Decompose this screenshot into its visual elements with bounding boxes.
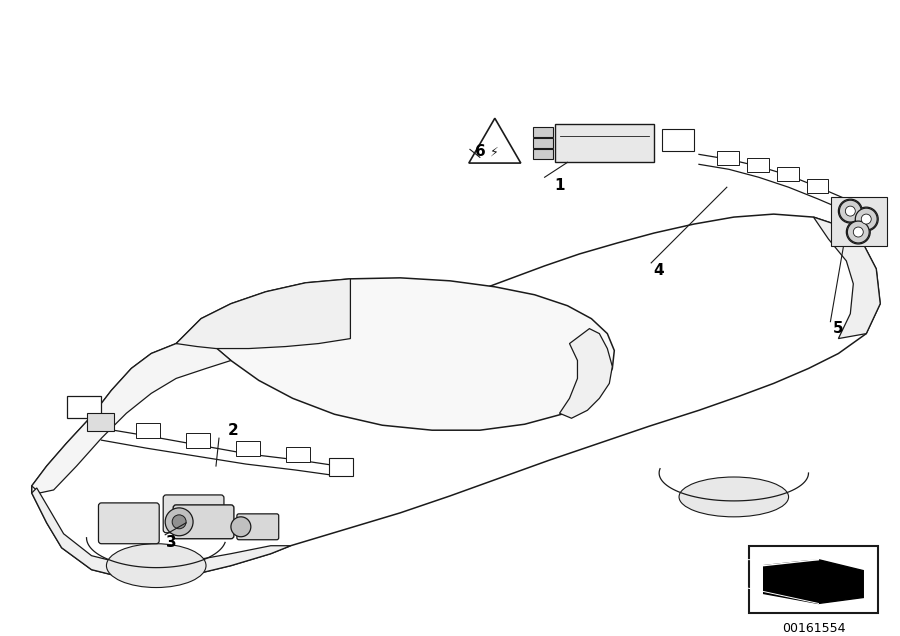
FancyBboxPatch shape [717,151,739,165]
Circle shape [839,199,862,223]
Circle shape [860,213,872,225]
Circle shape [231,517,251,537]
Circle shape [845,206,855,216]
FancyBboxPatch shape [86,413,114,431]
Circle shape [844,205,856,217]
Polygon shape [469,118,521,163]
Text: 3: 3 [166,536,176,550]
Ellipse shape [679,477,788,517]
Text: 4: 4 [653,263,664,279]
FancyBboxPatch shape [832,197,887,246]
FancyBboxPatch shape [806,179,828,193]
Text: 00161554: 00161554 [782,622,845,635]
Polygon shape [176,279,350,349]
Circle shape [840,200,861,222]
FancyBboxPatch shape [173,505,234,539]
Circle shape [846,220,870,244]
FancyBboxPatch shape [533,149,553,160]
Text: 6: 6 [474,144,485,159]
FancyBboxPatch shape [285,447,310,462]
FancyBboxPatch shape [236,441,260,456]
Text: 2: 2 [228,423,238,438]
Text: 5: 5 [833,321,843,336]
FancyBboxPatch shape [662,130,694,151]
FancyBboxPatch shape [136,423,160,438]
FancyBboxPatch shape [98,503,159,544]
FancyBboxPatch shape [747,158,769,172]
FancyBboxPatch shape [67,396,102,418]
Polygon shape [32,342,231,493]
Polygon shape [764,560,863,604]
Circle shape [166,508,194,536]
Circle shape [853,227,863,237]
FancyBboxPatch shape [749,546,878,614]
Polygon shape [176,278,615,430]
Text: 1: 1 [554,177,565,193]
Text: ⚡: ⚡ [491,146,500,159]
FancyBboxPatch shape [237,514,279,540]
Circle shape [861,214,871,224]
Polygon shape [560,329,612,418]
FancyBboxPatch shape [533,127,553,137]
FancyBboxPatch shape [533,139,553,148]
FancyBboxPatch shape [186,433,210,448]
Ellipse shape [106,544,206,588]
Polygon shape [32,214,880,579]
Circle shape [852,226,864,238]
Circle shape [854,207,878,231]
Polygon shape [814,217,880,338]
FancyBboxPatch shape [777,167,798,181]
FancyBboxPatch shape [163,495,224,533]
Polygon shape [32,488,291,579]
FancyBboxPatch shape [328,458,354,476]
Circle shape [847,221,869,243]
Circle shape [172,515,186,529]
Circle shape [855,208,878,230]
FancyBboxPatch shape [554,125,654,162]
